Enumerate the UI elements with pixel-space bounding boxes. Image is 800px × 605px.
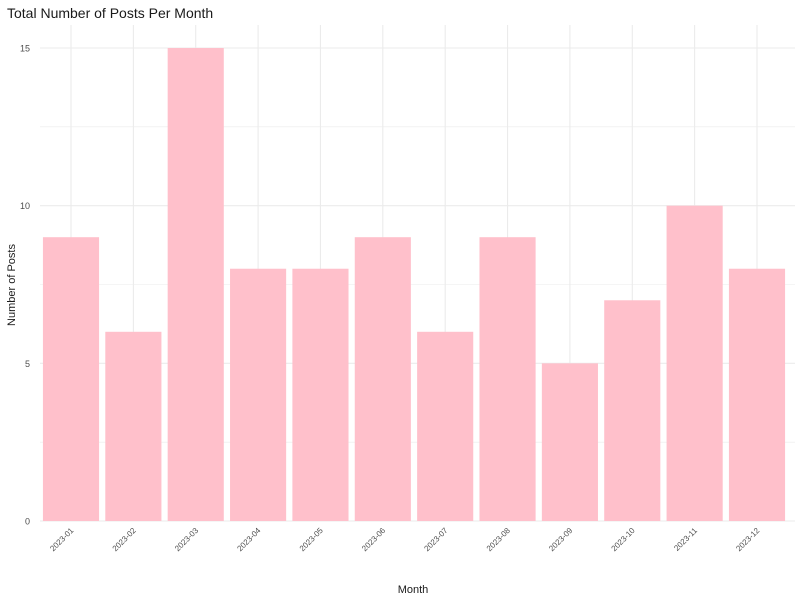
bar-2023-08	[479, 237, 536, 521]
x-tick-label: 2023-10	[610, 526, 638, 554]
x-tick-label: 2023-02	[111, 526, 139, 554]
bars	[42, 48, 786, 521]
x-tick-label: 2023-11	[672, 526, 699, 553]
y-axis-label: Number of Posts	[6, 244, 18, 326]
x-tick-label: 2023-06	[360, 526, 388, 554]
bar-2023-04	[230, 268, 287, 521]
y-tick-label: 0	[25, 517, 30, 527]
x-tick-label: 2023-07	[422, 526, 450, 554]
x-axis-label: Month	[398, 584, 429, 596]
bar-2023-06	[354, 237, 411, 521]
bar-2023-09	[541, 363, 598, 521]
chart-title: Total Number of Posts Per Month	[7, 5, 214, 21]
y-tick-label: 15	[20, 44, 30, 54]
x-tick-label: 2023-08	[485, 526, 513, 554]
x-tick-label: 2023-05	[298, 526, 326, 554]
x-tick-label: 2023-01	[48, 526, 76, 554]
x-tick-label: 2023-09	[547, 526, 575, 554]
y-tick-labels: 0 5 10 15	[20, 44, 30, 527]
bar-2023-02	[105, 331, 162, 521]
y-tick-label: 10	[20, 201, 30, 211]
bar-2023-11	[666, 205, 723, 521]
x-tick-labels: 2023-01 2023-02 2023-03 2023-04 2023-05 2023-…	[48, 526, 762, 554]
x-tick-label: 2023-04	[235, 526, 263, 554]
bar-2023-01	[42, 237, 100, 521]
y-tick-label: 5	[25, 359, 30, 369]
x-tick-label: 2023-12	[734, 526, 762, 554]
bar-2023-07	[417, 331, 474, 521]
bar-2023-03	[167, 48, 224, 521]
bar-2023-12	[728, 268, 786, 521]
bar-2023-05	[292, 268, 349, 521]
bar-2023-10	[604, 300, 661, 521]
x-tick-label: 2023-03	[173, 526, 201, 554]
